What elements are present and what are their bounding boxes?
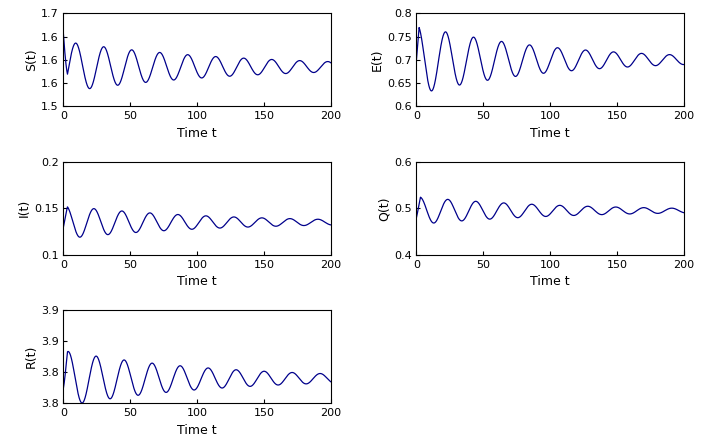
X-axis label: Time t: Time t [178, 127, 217, 140]
Y-axis label: R(t): R(t) [25, 345, 38, 369]
X-axis label: Time t: Time t [178, 424, 217, 437]
Y-axis label: I(t): I(t) [18, 199, 31, 217]
X-axis label: Time t: Time t [530, 275, 570, 288]
X-axis label: Time t: Time t [178, 275, 217, 288]
Y-axis label: E(t): E(t) [371, 48, 384, 71]
Y-axis label: S(t): S(t) [25, 48, 38, 71]
Y-axis label: Q(t): Q(t) [378, 196, 391, 220]
X-axis label: Time t: Time t [530, 127, 570, 140]
